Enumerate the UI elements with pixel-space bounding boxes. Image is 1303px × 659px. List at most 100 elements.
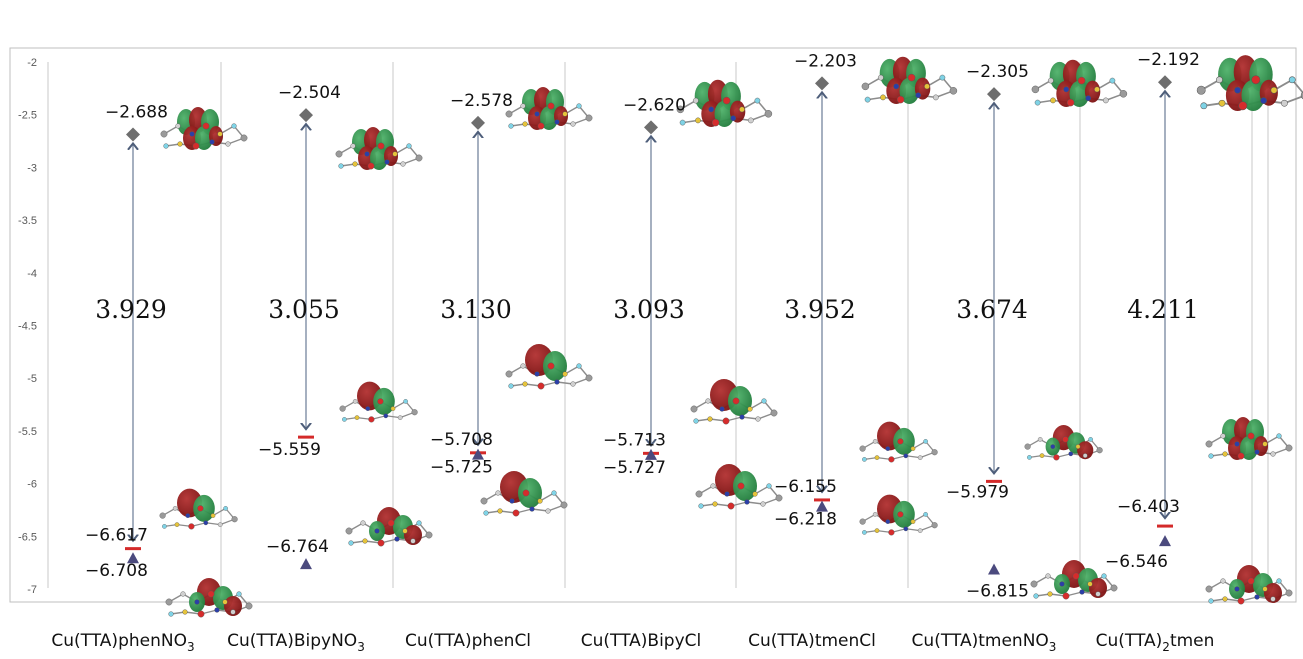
- atom: [724, 491, 730, 497]
- bond-line: [1291, 79, 1303, 95]
- atom: [585, 374, 593, 382]
- atom: [1062, 436, 1069, 443]
- homo-b-marker: [300, 558, 312, 570]
- lumo-value-label: −2.203: [794, 51, 857, 71]
- bond-line: [905, 528, 921, 532]
- atom: [1102, 97, 1109, 104]
- atom: [931, 449, 938, 456]
- atom: [1096, 447, 1103, 454]
- lumo-value-label: −2.504: [278, 83, 341, 103]
- homo-b-marker: [472, 448, 484, 460]
- atom: [877, 74, 884, 81]
- bond-line: [539, 492, 555, 502]
- y-tick-label: -5: [27, 373, 37, 385]
- atom: [761, 398, 767, 404]
- atom: [397, 415, 403, 420]
- homo-bar: [1157, 524, 1173, 528]
- orbital-lobe: [1241, 79, 1265, 111]
- atom: [712, 501, 718, 507]
- orbital-lobe: [733, 471, 757, 501]
- atom: [402, 528, 408, 534]
- homo-b-value-label: −6.546: [1105, 552, 1168, 572]
- bond-line: [746, 501, 764, 505]
- atom: [384, 159, 390, 165]
- y-tick-label: -4: [27, 268, 37, 280]
- category-name: Cu(TTA)phenCl: [405, 631, 531, 651]
- atom: [1087, 581, 1093, 587]
- homo-b-value-label: −5.725: [430, 458, 493, 478]
- atom: [1247, 432, 1255, 440]
- orbital-picture: [339, 381, 418, 423]
- atom: [1281, 99, 1288, 107]
- atom: [910, 519, 916, 524]
- atom: [354, 415, 360, 420]
- atom: [1260, 97, 1267, 104]
- category-label: Cu(TTA)phenCl: [405, 631, 531, 651]
- atom: [1101, 573, 1107, 579]
- atom: [217, 131, 223, 137]
- atom: [903, 453, 909, 459]
- atom: [1088, 437, 1093, 442]
- atom: [861, 82, 870, 91]
- atom: [522, 121, 528, 127]
- atom: [551, 490, 557, 496]
- atom: [1208, 453, 1214, 459]
- atom: [560, 501, 568, 509]
- atom: [505, 370, 513, 378]
- atom: [230, 609, 236, 615]
- orbital-picture: [1205, 565, 1293, 605]
- atom: [177, 141, 183, 147]
- orbital-picture: [160, 107, 248, 150]
- bond-line: [912, 440, 926, 450]
- atom: [939, 74, 946, 81]
- atom: [903, 526, 909, 532]
- atom: [377, 539, 385, 547]
- atom: [225, 141, 231, 147]
- atom: [522, 381, 528, 387]
- atom: [739, 106, 745, 113]
- atom: [360, 520, 366, 526]
- bond-line: [212, 507, 226, 517]
- category-label: Cu(TTA)2tmen: [1096, 631, 1215, 654]
- category-label: Cu(TTA)BipyCl: [581, 631, 702, 651]
- atom: [760, 501, 766, 507]
- atom: [570, 381, 576, 387]
- bond-line: [905, 455, 921, 459]
- atom: [917, 528, 923, 533]
- atom: [1220, 433, 1226, 439]
- orbital-lobe: [540, 106, 558, 130]
- orbital-lobe: [373, 387, 395, 415]
- atom: [730, 115, 737, 122]
- y-tick-label: -3: [27, 162, 37, 174]
- orbital-picture: [1205, 417, 1293, 460]
- atom: [859, 445, 866, 452]
- atom: [1033, 593, 1039, 599]
- atom: [744, 499, 750, 505]
- atom: [203, 520, 209, 526]
- atom: [339, 405, 346, 412]
- atom: [416, 520, 422, 526]
- y-tick-label: -3.5: [18, 215, 37, 227]
- atom: [775, 494, 783, 502]
- homo-b-marker: [1159, 535, 1171, 547]
- homo-bar: [298, 435, 314, 439]
- atom: [520, 363, 526, 369]
- lumo-value-label: −2.688: [105, 103, 168, 123]
- atom: [1079, 589, 1085, 595]
- atom: [182, 609, 188, 615]
- atom: [1053, 454, 1060, 461]
- atom: [520, 103, 526, 109]
- atom: [1085, 95, 1092, 102]
- atom: [1238, 101, 1248, 111]
- category-name: Cu(TTA)tmenCl: [748, 631, 876, 651]
- atom: [897, 438, 904, 445]
- y-tick-label: -2: [27, 57, 37, 69]
- atom: [1047, 77, 1054, 84]
- atom: [1234, 586, 1240, 592]
- orbital-lobe: [1089, 578, 1107, 598]
- atom: [509, 498, 515, 504]
- y-tick-label: -5.5: [18, 426, 37, 438]
- atom: [1270, 86, 1278, 94]
- atom: [923, 512, 928, 517]
- atom: [236, 591, 242, 597]
